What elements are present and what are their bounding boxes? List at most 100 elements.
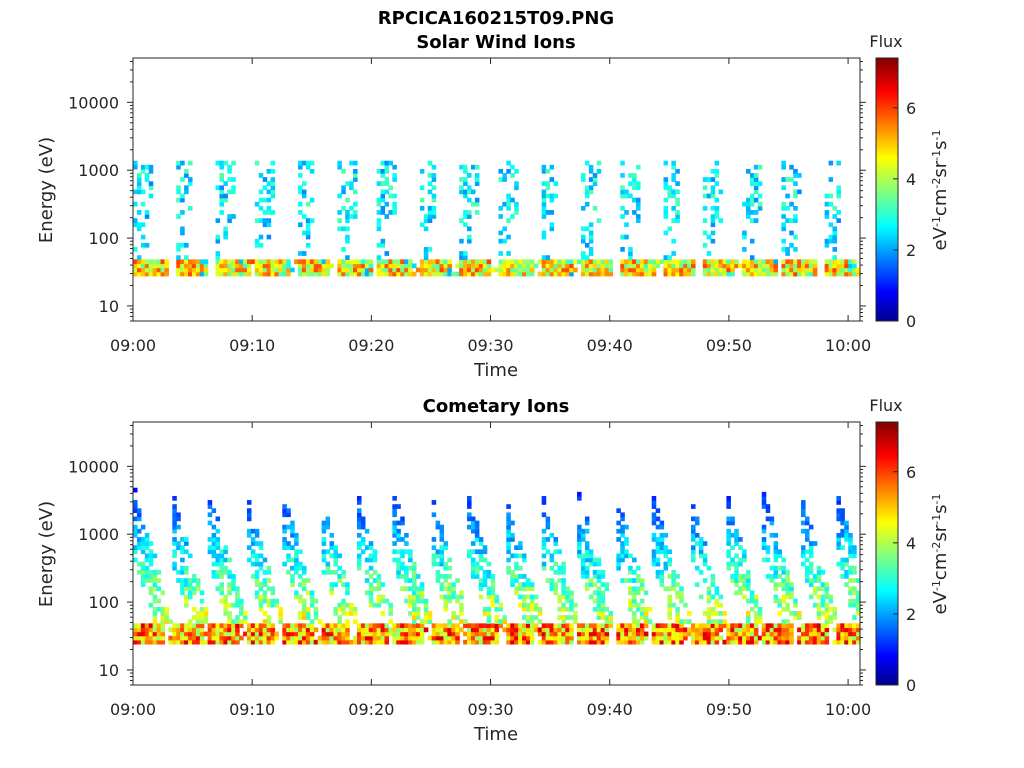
spectrogram-cell xyxy=(254,594,260,600)
spectrogram-cell xyxy=(305,606,311,612)
spectrogram-cell xyxy=(757,635,763,641)
y-tick-label: 10 xyxy=(99,661,119,680)
spectrogram-cell xyxy=(380,631,386,637)
spectrogram-cell xyxy=(545,578,551,583)
spectrogram-cell xyxy=(243,619,248,624)
spectrogram-cell xyxy=(781,582,786,587)
spectrogram-cell xyxy=(588,627,594,633)
spectrogram-cell xyxy=(525,271,531,277)
spectrogram-cell xyxy=(836,267,841,273)
spectrogram-cell xyxy=(651,263,657,269)
spectrogram-cell xyxy=(667,623,672,629)
spectrogram-cell xyxy=(726,259,731,265)
spectrogram-cell xyxy=(636,259,641,265)
spectrogram-cell xyxy=(510,574,515,579)
spectrogram-cell xyxy=(624,627,629,633)
spectrogram-cell xyxy=(235,615,240,620)
spectrogram-cell xyxy=(400,635,405,641)
spectrogram-cell xyxy=(757,259,763,265)
spectrogram-cell xyxy=(545,631,551,637)
spectrogram-cell xyxy=(624,234,629,240)
spectrogram-cell xyxy=(294,553,299,559)
spectrogram-cell xyxy=(577,537,582,542)
spectrogram-cell xyxy=(738,263,743,269)
spectrogram-cell xyxy=(144,173,150,178)
spectrogram-cell xyxy=(632,602,637,608)
spectrogram-cell xyxy=(184,259,189,265)
spectrogram-cell xyxy=(317,639,323,645)
spectrogram-cell xyxy=(290,574,295,579)
spectrogram-cell xyxy=(561,635,566,641)
spectrogram-cell xyxy=(573,267,578,273)
spectrogram-cell xyxy=(596,611,602,616)
spectrogram-cell xyxy=(325,271,331,277)
spectrogram-cell xyxy=(270,193,276,199)
spectrogram-cell xyxy=(353,263,358,269)
spectrogram-cell xyxy=(368,545,374,550)
spectrogram-cell xyxy=(584,271,590,277)
spectrogram-cell xyxy=(584,635,590,641)
spectrogram-cell xyxy=(580,627,586,633)
spectrogram-cell xyxy=(447,263,452,269)
spectrogram-cell xyxy=(223,271,228,277)
spectrogram-cell xyxy=(522,271,527,277)
spectrogram-cell xyxy=(518,627,523,633)
spectrogram-cell xyxy=(545,263,551,269)
spectrogram-cell xyxy=(144,565,150,571)
spectrogram-cell xyxy=(525,586,531,592)
spectrogram-cell xyxy=(769,627,775,633)
spectrogram-cell xyxy=(195,627,201,633)
spectrogram-cell xyxy=(730,263,735,269)
spectrogram-cell xyxy=(667,185,672,191)
spectrogram-cell xyxy=(270,177,276,182)
spectrogram-cell xyxy=(180,226,185,232)
spectrogram-cell xyxy=(431,512,437,518)
spectrogram-cell xyxy=(203,639,209,645)
spectrogram-cell xyxy=(463,619,468,624)
spectrogram-cell xyxy=(333,631,338,637)
spectrogram-cell xyxy=(746,569,751,575)
spectrogram-cell xyxy=(518,263,523,269)
spectrogram-cell xyxy=(408,578,413,583)
spectrogram-cell xyxy=(675,168,680,174)
spectrogram-cell xyxy=(172,553,177,559)
spectrogram-cell xyxy=(180,230,185,236)
spectrogram-cell xyxy=(486,615,492,620)
spectrogram-cell xyxy=(392,541,397,546)
spectrogram-cell xyxy=(514,627,519,633)
spectrogram-cell xyxy=(415,594,421,600)
spectrogram-cell xyxy=(258,594,264,600)
spectrogram-cell xyxy=(624,553,629,559)
spectrogram-cell xyxy=(419,267,425,273)
spectrogram-cell xyxy=(191,267,197,273)
spectrogram-cell xyxy=(262,623,268,629)
spectrogram-cell xyxy=(219,160,224,166)
spectrogram-cell xyxy=(301,160,307,166)
spectrogram-cell xyxy=(773,267,779,273)
spectrogram-cell xyxy=(148,631,154,637)
spectrogram-cell xyxy=(679,590,684,596)
spectrogram-cell xyxy=(510,271,515,277)
spectrogram-cell xyxy=(749,218,755,223)
spectrogram-cell xyxy=(596,627,602,633)
spectrogram-cell xyxy=(349,205,354,211)
spectrogram-cell xyxy=(286,569,291,575)
spectrogram-cell xyxy=(459,263,464,269)
spectrogram-cell xyxy=(345,197,350,203)
spectrogram-cell xyxy=(333,545,338,550)
spectrogram-cell xyxy=(569,631,574,637)
spectrogram-cell xyxy=(608,619,614,624)
spectrogram-cell xyxy=(502,267,507,273)
spectrogram-cell xyxy=(620,160,625,166)
spectrogram-cell xyxy=(368,565,374,571)
spectrogram-cell xyxy=(443,639,448,645)
spectrogram-cell xyxy=(828,619,834,624)
spectrogram-cell xyxy=(309,623,315,629)
spectrogram-cell xyxy=(243,631,248,637)
spectrogram-cell xyxy=(832,639,838,645)
spectrogram-cell xyxy=(301,631,307,637)
spectrogram-cell xyxy=(470,635,476,641)
spectrogram-cell xyxy=(380,259,386,265)
spectrogram-cell xyxy=(227,586,232,592)
spectrogram-cell xyxy=(486,271,492,277)
